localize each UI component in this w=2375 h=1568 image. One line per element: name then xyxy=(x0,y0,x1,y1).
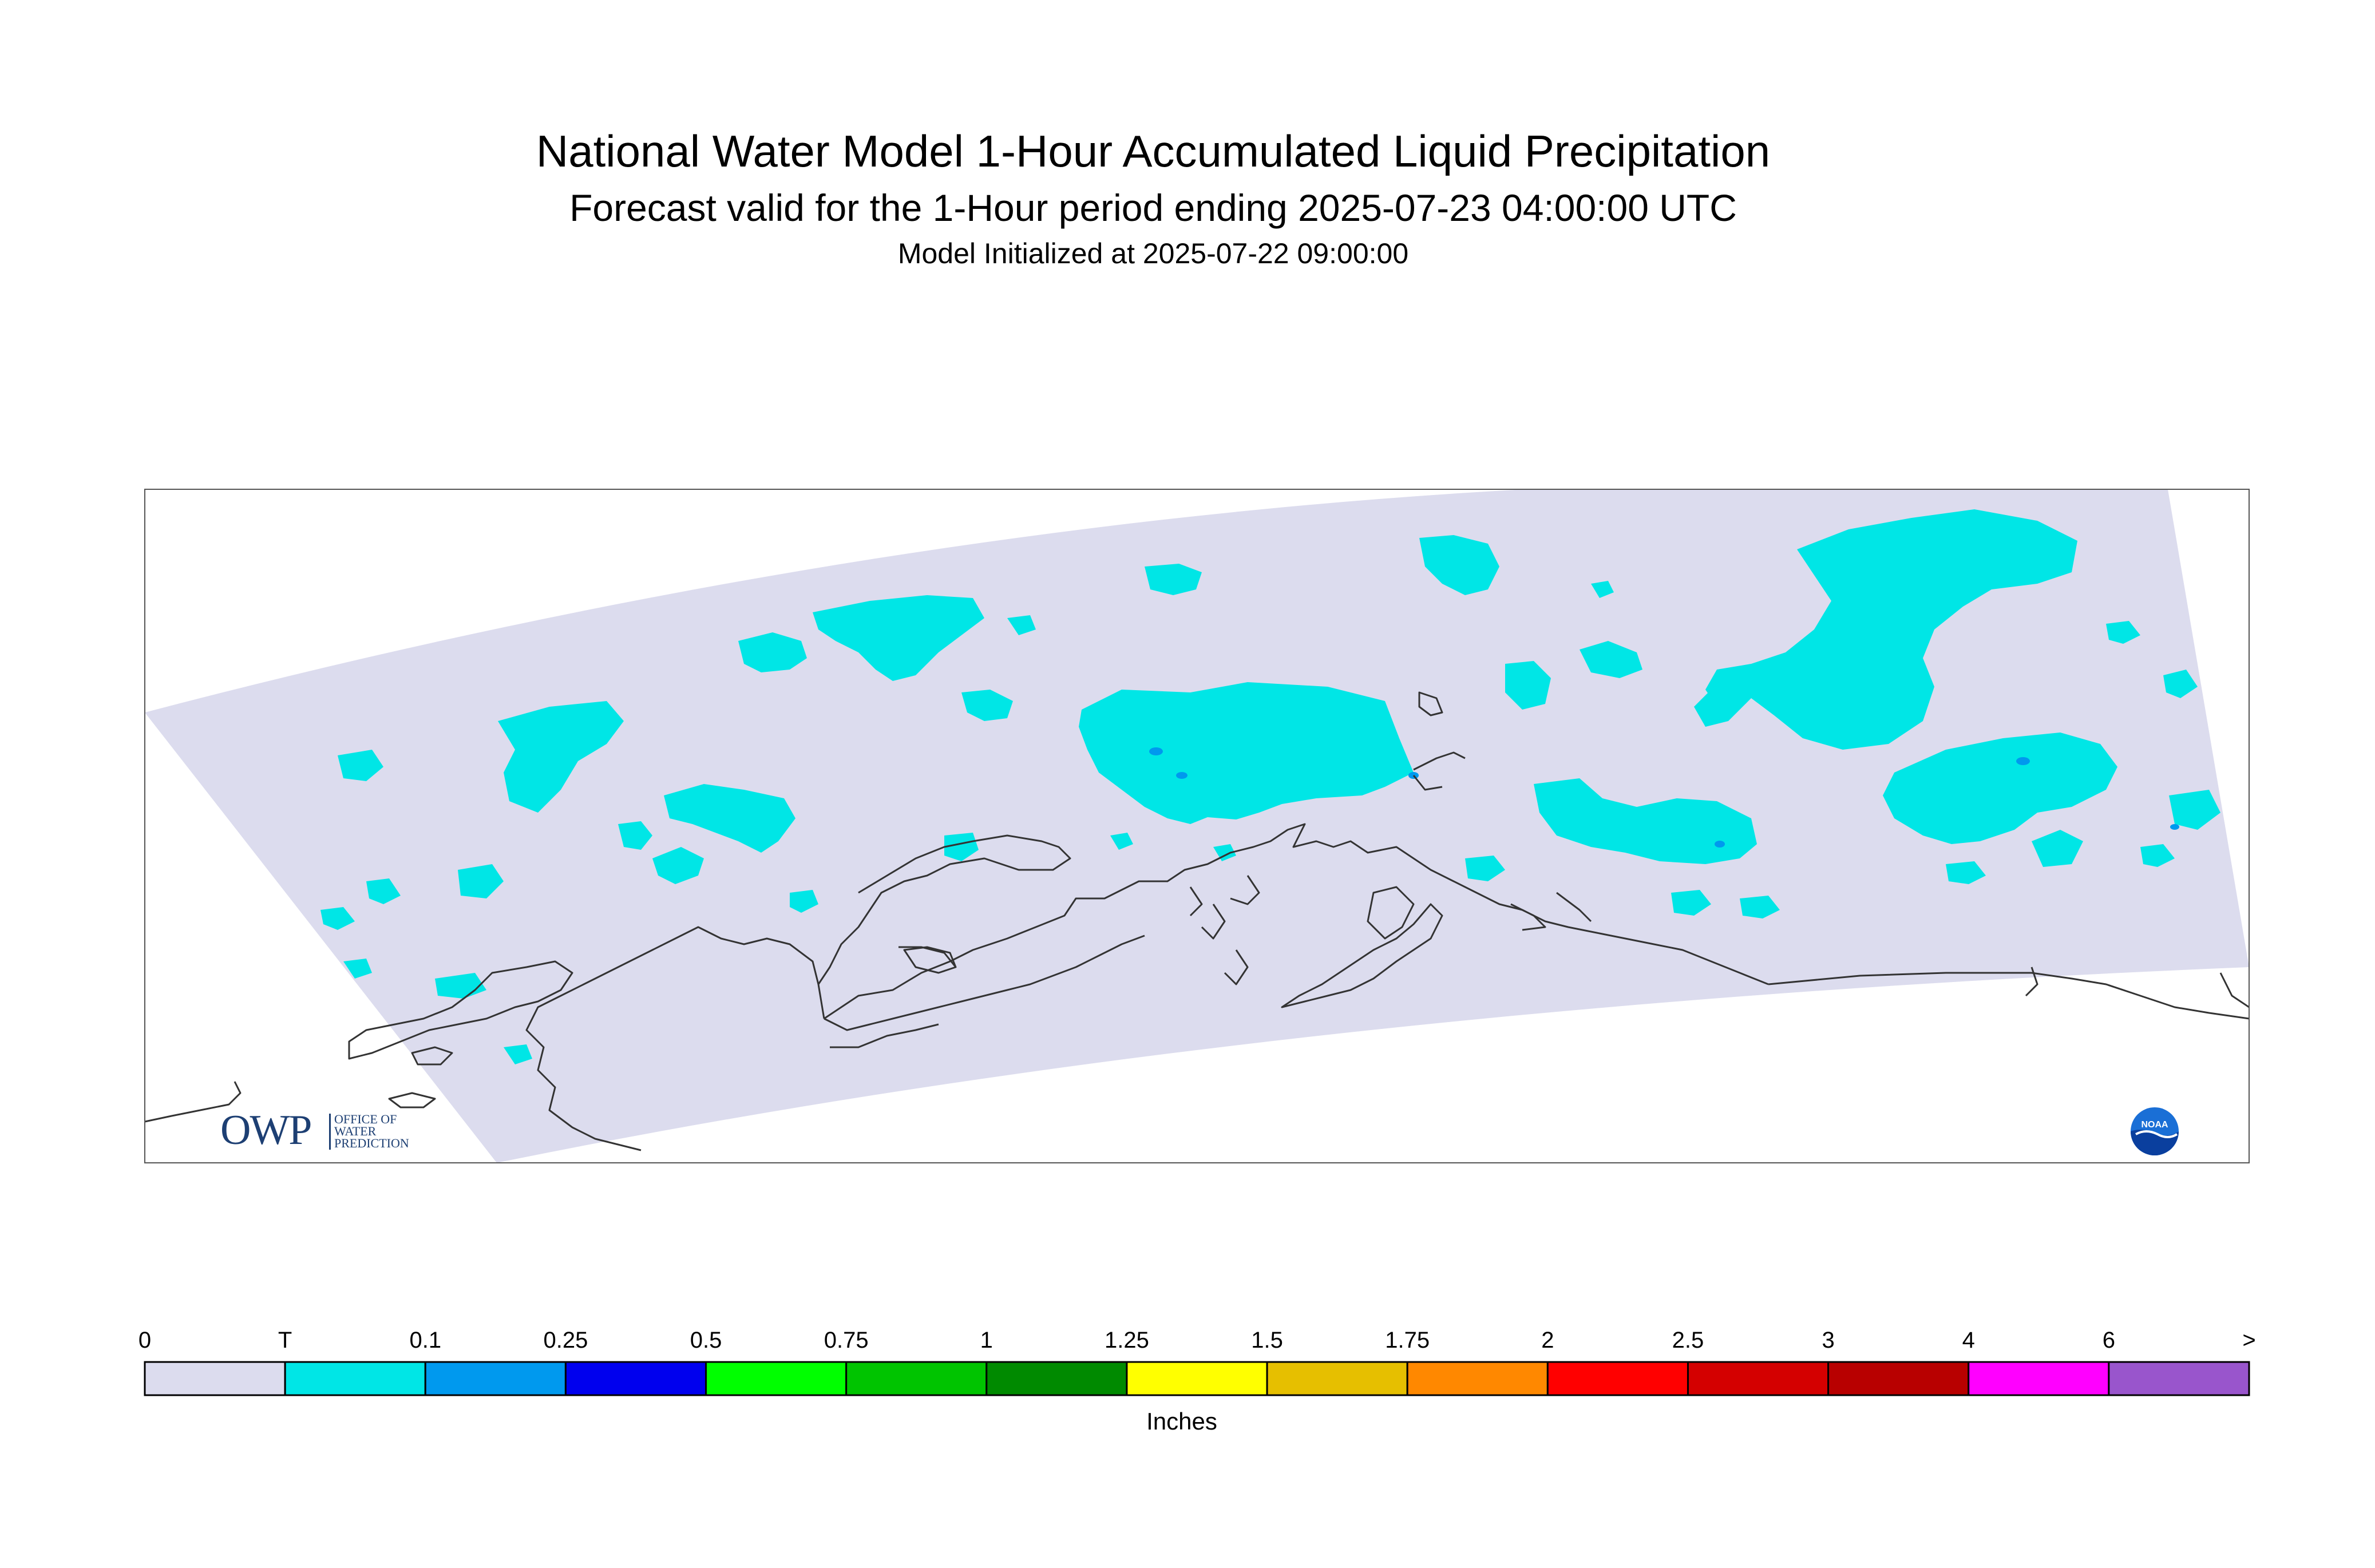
colorbar-tick-label-13: 4 xyxy=(1962,1328,1975,1353)
colorbar-swatch-13 xyxy=(1968,1361,2110,1396)
colorbar-swatch-3 xyxy=(564,1361,707,1396)
map-title: National Water Model 1-Hour Accumulated … xyxy=(536,126,1771,176)
owp-logo: OWP OFFICE OF WATER PREDICTION xyxy=(220,1103,426,1155)
colorbar-tick-label-0: 0 xyxy=(138,1328,151,1353)
colorbar-swatch-5 xyxy=(845,1361,988,1396)
colorbar-tick-label-6: 1 xyxy=(980,1328,993,1353)
colorbar-tick-label-14: 6 xyxy=(2103,1328,2115,1353)
colorbar-swatch-14 xyxy=(2108,1361,2250,1396)
colorbar-tick-label-12: 3 xyxy=(1822,1328,1834,1353)
colorbar: 0 T 0.1 0.25 0.5 0.75 1 1.25 1.5 1.75 2 2.5 3 4 6 > xyxy=(138,1328,2256,1396)
colorbar-swatch-0 xyxy=(144,1361,286,1396)
colorbar-swatch-1 xyxy=(284,1361,426,1396)
colorbar-swatch-7 xyxy=(1126,1361,1268,1396)
colorbar-tick-label-11: 2.5 xyxy=(1672,1328,1704,1353)
noaa-logo-text: NOAA xyxy=(2141,1120,2168,1130)
colorbar-swatch-6 xyxy=(985,1361,1128,1396)
colorbar-swatch-2 xyxy=(424,1361,567,1396)
colorbar-tick-label-2: 0.1 xyxy=(409,1328,441,1353)
init-time-line: Model Initialized at 2025-07-22 09:00:00 xyxy=(897,237,1409,270)
colorbar-swatch-10 xyxy=(1546,1361,1689,1396)
colorbar-swatch-9 xyxy=(1406,1361,1549,1396)
colorbar-tick-label-3: 0.25 xyxy=(543,1328,588,1353)
colorbar-swatch-8 xyxy=(1266,1361,1408,1396)
colorbar-swatch-11 xyxy=(1687,1361,1830,1396)
colorbar-tick-label-7: 1.25 xyxy=(1105,1328,1149,1353)
colorbar-tick-label-10: 2 xyxy=(1541,1328,1554,1353)
trace-precip-areas xyxy=(320,509,2220,1064)
noaa-logo: NOAA xyxy=(2131,1107,2179,1155)
colorbar-tick-label-5: 0.75 xyxy=(824,1328,869,1353)
map-frame xyxy=(144,489,2250,1163)
colorbar-tick-label-4: 0.5 xyxy=(690,1328,722,1353)
map-subtitle: Forecast valid for the 1-Hour period end… xyxy=(569,187,1737,229)
lake xyxy=(898,946,957,968)
colorbar-unit-label: Inches xyxy=(1146,1408,1217,1435)
colorbar-tick-label-9: 1.75 xyxy=(1385,1328,1430,1353)
owp-logo-text: OWP xyxy=(220,1107,312,1154)
model-domain xyxy=(145,489,2249,1163)
colorbar-tick-label-15: > xyxy=(2242,1328,2255,1353)
colorbar-tick-label-8: 1.5 xyxy=(1251,1328,1283,1353)
coastlines xyxy=(145,691,2249,1151)
colorbar-swatch-4 xyxy=(705,1361,848,1396)
colorbar-swatch-12 xyxy=(1827,1361,1970,1396)
colorbar-tick-label-1: T xyxy=(278,1328,292,1353)
owp-logo-subtext: OFFICE OF WATER PREDICTION xyxy=(329,1113,409,1150)
